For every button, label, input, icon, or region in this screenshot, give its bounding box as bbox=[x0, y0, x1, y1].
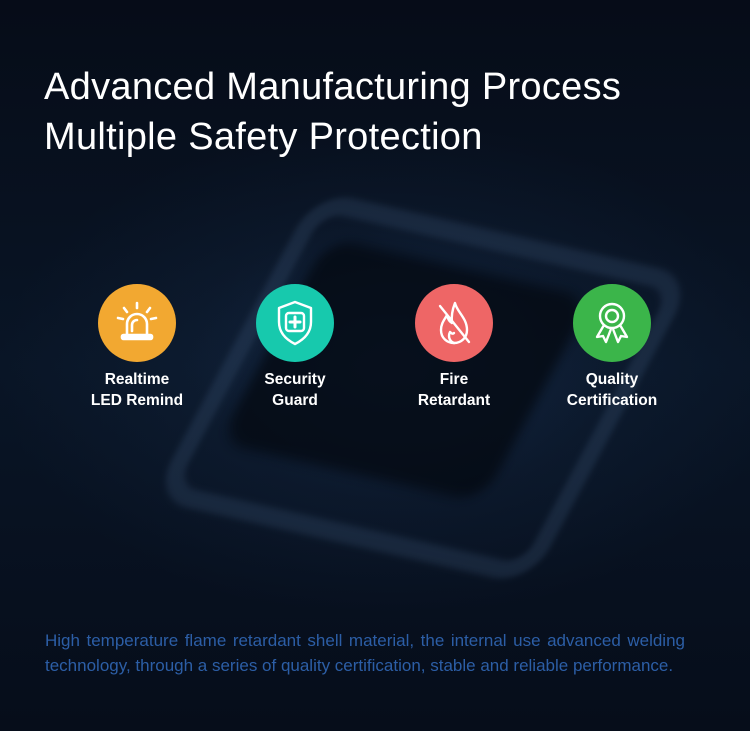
award-ribbon-icon bbox=[573, 284, 651, 362]
feature-security-guard: Security Guard bbox=[215, 284, 375, 411]
no-fire-icon bbox=[415, 284, 493, 362]
feature-label: Security bbox=[264, 371, 326, 388]
feature-label: Guard bbox=[272, 392, 318, 409]
shield-plus-icon bbox=[256, 284, 334, 362]
feature-label: LED Remind bbox=[90, 392, 184, 409]
feature-label: Fire bbox=[439, 371, 469, 388]
feature-quality-certification: Quality Certification bbox=[532, 284, 692, 411]
alarm-light-icon bbox=[98, 284, 176, 362]
description-text: High temperature flame retardant shell m… bbox=[45, 631, 685, 675]
title-line-1: Advanced Manufacturing Process bbox=[44, 66, 622, 108]
feature-label: Quality bbox=[585, 371, 639, 388]
feature-label: Realtime bbox=[104, 371, 170, 388]
feature-label: Certification bbox=[566, 392, 658, 409]
page-title: Advanced Manufacturing Process Multiple … bbox=[44, 62, 621, 162]
feature-realtime-led-remind: Realtime LED Remind bbox=[57, 284, 217, 411]
title-line-2: Multiple Safety Protection bbox=[44, 116, 483, 158]
feature-label: Retardant bbox=[417, 392, 491, 409]
feature-fire-retardant: Fire Retardant bbox=[374, 284, 534, 411]
